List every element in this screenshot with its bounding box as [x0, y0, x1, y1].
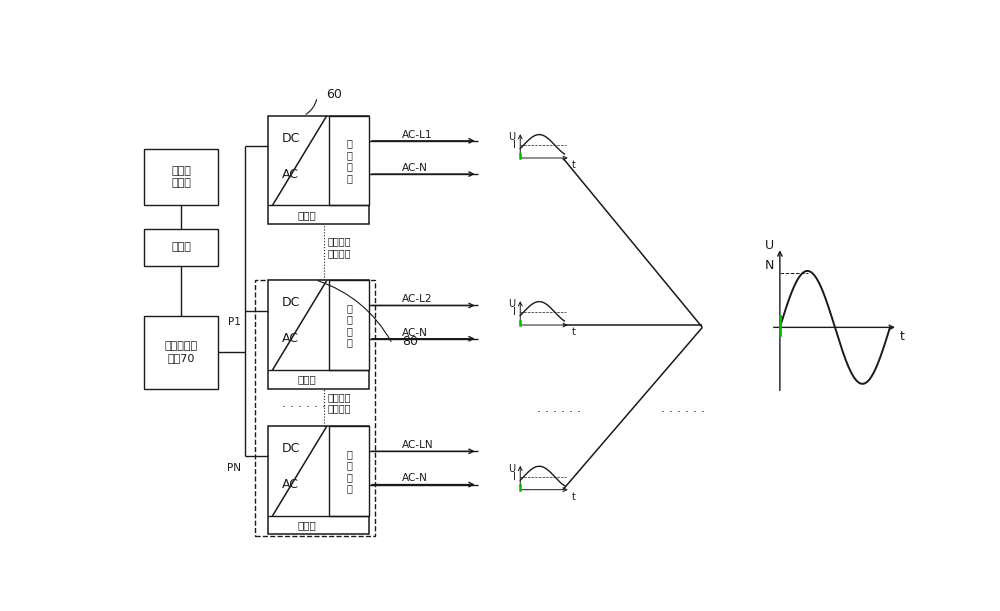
Bar — [329, 115, 369, 205]
Text: 60: 60 — [326, 88, 342, 101]
Text: U: U — [508, 464, 516, 474]
Text: AC-N: AC-N — [402, 163, 428, 173]
Text: U: U — [508, 132, 516, 142]
Text: DC: DC — [281, 442, 300, 455]
Text: 第一同步
调整信号: 第一同步 调整信号 — [328, 236, 351, 258]
Text: AC-N: AC-N — [402, 327, 428, 338]
Text: DC: DC — [281, 131, 300, 145]
Text: 第一同步
调整信号: 第一同步 调整信号 — [328, 392, 351, 414]
Text: AC: AC — [282, 332, 299, 345]
Text: t: t — [900, 330, 905, 343]
Text: U: U — [765, 239, 774, 252]
Text: · · · · · ·: · · · · · · — [282, 401, 326, 414]
Text: 可
控
开
关: 可 控 开 关 — [346, 138, 352, 183]
Text: 控制器: 控制器 — [297, 210, 316, 220]
Text: 可
控
开
关: 可 控 开 关 — [346, 303, 352, 348]
Text: AC-LN: AC-LN — [402, 440, 433, 450]
Text: N: N — [765, 259, 774, 272]
Bar — [268, 280, 369, 389]
Text: I: I — [513, 472, 516, 482]
Text: P1: P1 — [228, 317, 241, 327]
Text: I: I — [513, 141, 516, 150]
Text: · · · · · ·: · · · · · · — [661, 406, 705, 419]
Text: AC-L1: AC-L1 — [402, 130, 432, 140]
Text: · · · · · ·: · · · · · · — [537, 406, 581, 419]
Bar — [144, 148, 218, 205]
Bar — [268, 426, 369, 535]
Text: 可
控
开
关: 可 控 开 关 — [346, 448, 352, 494]
Text: AC-N: AC-N — [402, 474, 428, 483]
Text: AC-L2: AC-L2 — [402, 295, 432, 304]
Text: 电池组: 电池组 — [171, 243, 191, 252]
Bar — [268, 115, 369, 224]
Text: t: t — [572, 492, 576, 502]
Text: t: t — [572, 327, 576, 337]
Text: PN: PN — [227, 463, 241, 474]
Text: 电池管
理单元: 电池管 理单元 — [171, 166, 191, 188]
Text: 控制器: 控制器 — [297, 375, 316, 384]
Bar — [329, 426, 369, 516]
Text: U: U — [508, 299, 516, 309]
Text: t: t — [572, 160, 576, 170]
Bar — [144, 229, 218, 266]
Text: AC: AC — [282, 478, 299, 491]
Bar — [255, 280, 375, 536]
Bar — [144, 316, 218, 389]
Text: 控制器: 控制器 — [297, 520, 316, 530]
Text: AC: AC — [282, 167, 299, 180]
Text: I: I — [513, 307, 516, 317]
Text: 80: 80 — [402, 335, 418, 348]
Text: 第一功率连
接器70: 第一功率连 接器70 — [165, 342, 198, 363]
Text: DC: DC — [281, 296, 300, 309]
Bar — [329, 280, 369, 370]
